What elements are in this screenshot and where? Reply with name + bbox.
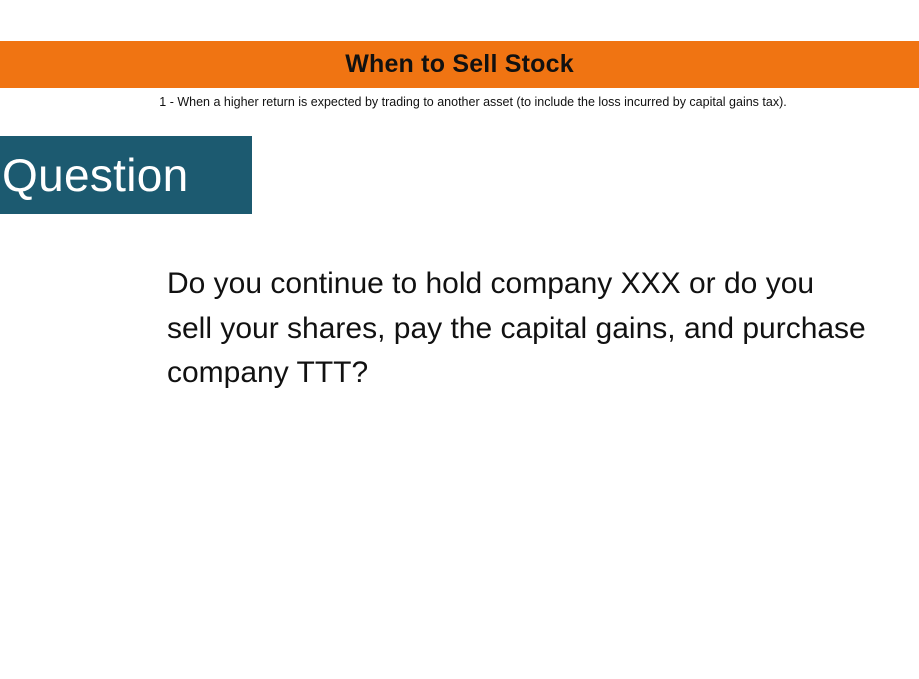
question-text: Do you continue to hold company XXX or d… — [167, 267, 866, 389]
title-banner: When to Sell Stock — [0, 41, 919, 88]
rule-text: 1 - When a higher return is expected by … — [159, 95, 787, 109]
slide-title: When to Sell Stock — [345, 50, 574, 78]
section-label: Question — [2, 149, 189, 201]
section-label-box: Question — [0, 136, 252, 214]
